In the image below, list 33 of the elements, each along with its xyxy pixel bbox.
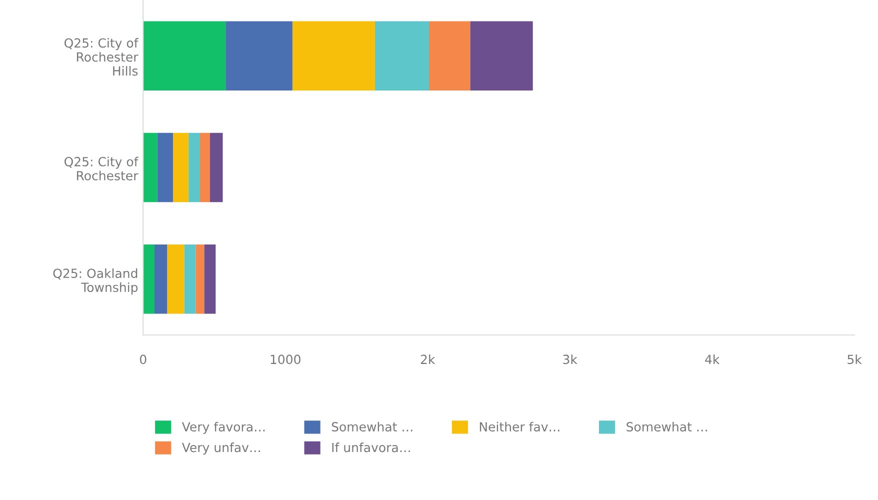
- bar: [292, 21, 375, 90]
- legend-label: Very favora…: [182, 422, 265, 434]
- legend-label: Somewhat …: [332, 422, 412, 432]
- bar: [226, 21, 292, 90]
- bar: [143, 244, 154, 314]
- x-tick-label: 0: [140, 354, 146, 364]
- bar: [167, 244, 184, 314]
- bar: [157, 132, 173, 202]
- bar: [374, 21, 430, 90]
- legend-label: Neither fav…: [480, 422, 560, 432]
- x-tick-label: 2k: [420, 354, 436, 364]
- bar: [200, 132, 210, 202]
- x-tick-label: 5k: [848, 354, 862, 364]
- bar: [184, 244, 196, 314]
- bar: [470, 21, 533, 90]
- bar: [154, 244, 168, 314]
- bar: [188, 132, 200, 202]
- bar: [210, 132, 223, 202]
- bar: [143, 132, 158, 202]
- y-tick-label: Q25: City of Rochester Hills: [64, 38, 138, 76]
- bar: [429, 21, 470, 90]
- legend-label: Somewhat …: [626, 422, 707, 432]
- x-tick-label: 3k: [563, 354, 578, 364]
- x-tick-label: 1000: [270, 354, 300, 364]
- legend-label: If unfavora…: [332, 442, 410, 452]
- legend-label: Very unfav…: [182, 442, 260, 455]
- bar: [172, 132, 189, 202]
- y-tick-label: Q25: City of Rochester: [64, 156, 138, 180]
- bar: [143, 21, 226, 90]
- bar: [204, 244, 216, 314]
- y-tick-label: Q25: Oakland Township: [53, 268, 138, 294]
- bar: [196, 244, 204, 314]
- x-tick-label: 4k: [705, 354, 720, 364]
